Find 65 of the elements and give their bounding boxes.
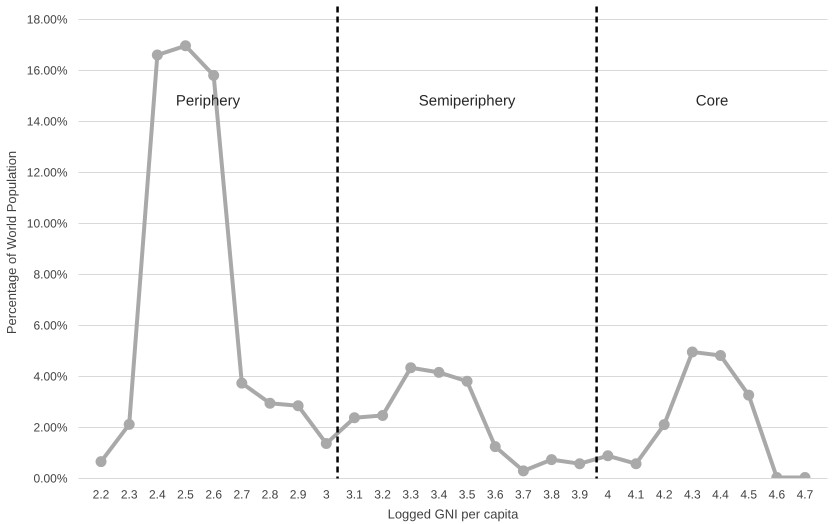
point <box>236 378 248 389</box>
point <box>124 418 135 430</box>
x-tick-label: 3.4 <box>430 488 448 502</box>
x-tick-label: 4 <box>604 488 612 502</box>
point <box>630 458 642 470</box>
point <box>574 458 586 470</box>
y-tick-label: 8.00% <box>33 267 68 282</box>
y-tick-label: 16.00% <box>26 63 68 78</box>
point <box>152 49 163 60</box>
y-tick-label: 12.00% <box>26 165 68 180</box>
x-tick-label: 3.2 <box>374 488 392 502</box>
x-tick-label: 3.8 <box>543 488 560 502</box>
x-tick-label: 2.9 <box>290 488 307 502</box>
point <box>602 450 614 462</box>
point <box>320 438 332 450</box>
point <box>292 400 304 412</box>
y-tick-label: 14.00% <box>26 114 68 128</box>
x-tick-label: 3.1 <box>346 488 364 502</box>
point <box>490 441 501 452</box>
x-tick-label: 2.3 <box>120 488 138 502</box>
y-tick-label: 6.00% <box>33 318 68 332</box>
point <box>743 390 754 401</box>
x-tick-label: 3 <box>322 488 330 502</box>
x-tick-label: 4.7 <box>796 488 814 502</box>
annotation: Core <box>696 92 728 110</box>
point <box>715 350 726 362</box>
point <box>180 40 191 52</box>
point <box>264 398 276 409</box>
x-tick-label: 3.6 <box>486 488 504 502</box>
x-tick-label: 4.4 <box>712 488 730 502</box>
y-tick-label: 2.00% <box>33 420 68 434</box>
y-tick-label: 10.00% <box>26 216 68 230</box>
x-tick-label: 2.7 <box>233 488 250 502</box>
x-tick-label: 4.3 <box>684 488 702 502</box>
x-tick-label: 4.1 <box>628 488 645 502</box>
x-tick-label: 2.5 <box>177 488 194 502</box>
point <box>208 70 220 81</box>
x-tick-label: 3.3 <box>402 488 420 502</box>
point <box>658 419 670 430</box>
x-axis-title: Logged GNI per capita <box>388 506 520 522</box>
x-tick-label: 3.7 <box>515 488 532 502</box>
x-tick-label: 4.6 <box>768 488 786 502</box>
y-tick-label: 0.00% <box>33 472 68 486</box>
x-tick-label: 2.2 <box>92 488 110 502</box>
annotation: Periphery <box>176 92 241 110</box>
point <box>518 465 529 476</box>
point <box>96 456 107 468</box>
point <box>462 376 473 387</box>
y-tick-label: 18.00% <box>26 12 68 26</box>
y-axis-title: Percentage of World Population <box>4 150 19 334</box>
x-tick-label: 2.6 <box>205 488 222 502</box>
x-tick-label: 4.5 <box>740 488 758 502</box>
point <box>405 362 416 374</box>
y-tick-label: 4.00% <box>33 369 68 384</box>
x-tick-label: 2.4 <box>149 488 166 502</box>
point <box>377 410 388 421</box>
annotation: Semiperiphery <box>418 92 516 110</box>
point <box>348 412 360 424</box>
x-tick-label: 4.2 <box>656 488 673 502</box>
x-tick-label: 2.8 <box>262 488 279 502</box>
x-tick-label: 3.5 <box>458 488 476 502</box>
point <box>686 346 698 358</box>
point <box>546 454 558 466</box>
point <box>433 366 444 378</box>
x-tick-label: 3.9 <box>571 488 588 502</box>
